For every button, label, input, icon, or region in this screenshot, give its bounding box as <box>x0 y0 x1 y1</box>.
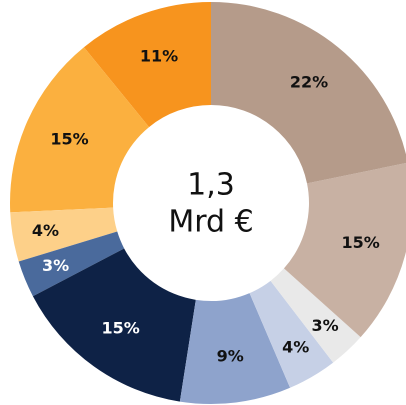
donut-segment <box>9 47 150 213</box>
data-label: 3% <box>312 316 339 335</box>
data-label: 15% <box>50 129 88 148</box>
data-label: 4% <box>32 221 59 240</box>
center-text: Mrd € <box>168 205 253 240</box>
data-label: 15% <box>341 233 379 252</box>
donut-segment <box>249 280 334 388</box>
data-label: 3% <box>42 256 69 275</box>
data-label: 22% <box>290 72 328 91</box>
data-label: 15% <box>102 318 140 337</box>
donut-segment <box>270 268 361 363</box>
donut-segment <box>83 2 211 128</box>
data-label: 11% <box>140 46 178 65</box>
donut-segment <box>179 293 291 404</box>
donut-segment <box>32 248 196 402</box>
donut-segment <box>10 207 118 262</box>
center-text: 1,3 <box>187 168 235 203</box>
donut-segment <box>283 163 406 338</box>
donut-segment <box>211 2 406 184</box>
data-label: 9% <box>217 346 244 365</box>
donut-segment <box>18 231 125 297</box>
data-label: 4% <box>282 338 309 357</box>
